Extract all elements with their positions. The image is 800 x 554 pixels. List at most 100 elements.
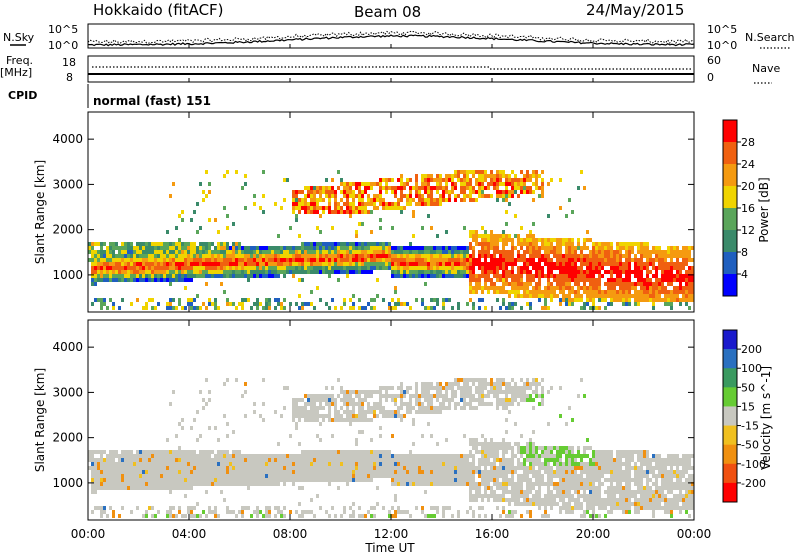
velocity-cell	[319, 506, 322, 510]
power-cell	[490, 258, 493, 262]
power-cell	[106, 306, 109, 310]
velocity-cell	[391, 462, 394, 466]
velocity-cell	[334, 470, 337, 474]
power-cell	[364, 258, 367, 262]
velocity-cell	[115, 450, 118, 454]
velocity-cell	[430, 466, 433, 470]
power-cell	[526, 270, 529, 274]
power-cell	[649, 254, 652, 258]
velocity-cell	[121, 466, 124, 470]
power-cell	[580, 262, 583, 266]
velocity-cell	[115, 486, 118, 490]
velocity-cell	[352, 418, 355, 422]
power-cell	[544, 254, 547, 258]
velocity-cell	[223, 462, 226, 466]
power-cell	[574, 246, 577, 250]
power-cell	[517, 270, 520, 274]
power-cell	[682, 262, 685, 266]
velocity-cell	[229, 478, 232, 482]
velocity-cell	[226, 434, 229, 438]
velocity-cell	[442, 402, 445, 406]
power-cell	[244, 262, 247, 266]
power-cell	[130, 278, 133, 282]
velocity-cell	[292, 454, 295, 458]
power-cell	[445, 230, 448, 234]
velocity-cell	[415, 382, 418, 386]
velocity-cell	[304, 454, 307, 458]
velocity-cell	[505, 450, 508, 454]
velocity-cell	[280, 414, 283, 418]
power-cell	[520, 246, 523, 250]
velocity-cell	[469, 486, 472, 490]
velocity-cell	[406, 482, 409, 486]
velocity-cell	[199, 474, 202, 478]
power-cell	[400, 178, 403, 182]
power-cell	[625, 246, 628, 250]
power-cell	[301, 206, 304, 210]
power-cell	[508, 294, 511, 298]
velocity-cell	[382, 406, 385, 410]
power-cell	[535, 174, 538, 178]
velocity-cell	[109, 458, 112, 462]
power-cell	[130, 302, 133, 306]
power-cell	[505, 186, 508, 190]
velocity-cell	[382, 454, 385, 458]
power-cell	[130, 258, 133, 262]
velocity-cell	[133, 482, 136, 486]
power-cell	[364, 266, 367, 270]
power-cell	[340, 266, 343, 270]
velocity-cell	[370, 418, 373, 422]
velocity-cell	[232, 466, 235, 470]
y-tick-label: 1000	[52, 268, 83, 282]
power-cell	[136, 298, 139, 302]
power-cell	[550, 250, 553, 254]
velocity-cell	[250, 514, 253, 518]
power-cell	[628, 270, 631, 274]
velocity-cell	[442, 482, 445, 486]
power-cell	[496, 178, 499, 182]
velocity-cell	[382, 470, 385, 474]
velocity-cell	[259, 458, 262, 462]
velocity-cell	[220, 482, 223, 486]
power-cell	[655, 258, 658, 262]
power-cell	[421, 182, 424, 186]
velocity-cell	[307, 462, 310, 466]
power-cell	[373, 194, 376, 198]
power-cell	[634, 270, 637, 274]
power-cell	[292, 194, 295, 198]
power-cell	[454, 266, 457, 270]
power-cell	[481, 298, 484, 302]
power-cell	[325, 266, 328, 270]
power-cell	[484, 170, 487, 174]
velocity-cell	[100, 514, 103, 518]
power-cell	[514, 178, 517, 182]
velocity-cell	[334, 466, 337, 470]
power-cell	[103, 274, 106, 278]
power-cell	[436, 198, 439, 202]
power-cell	[97, 266, 100, 270]
power-cell	[172, 262, 175, 266]
velocity-cell	[502, 490, 505, 494]
velocity-cell	[205, 458, 208, 462]
power-cell	[397, 254, 400, 258]
power-cell	[631, 250, 634, 254]
velocity-cell	[394, 398, 397, 402]
power-cell	[628, 250, 631, 254]
velocity-cell	[478, 442, 481, 446]
velocity-cell	[103, 474, 106, 478]
power-cell	[598, 298, 601, 302]
power-cell	[166, 250, 169, 254]
power-cell	[481, 186, 484, 190]
power-cell	[454, 194, 457, 198]
power-cell	[367, 246, 370, 250]
power-cell	[370, 298, 373, 302]
velocity-cell	[469, 442, 472, 446]
power-cell	[163, 266, 166, 270]
power-cell	[91, 242, 94, 246]
power-cell	[664, 258, 667, 262]
velocity-cell	[118, 454, 121, 458]
power-cell	[361, 250, 364, 254]
power-cell	[376, 258, 379, 262]
power-cell	[589, 294, 592, 298]
